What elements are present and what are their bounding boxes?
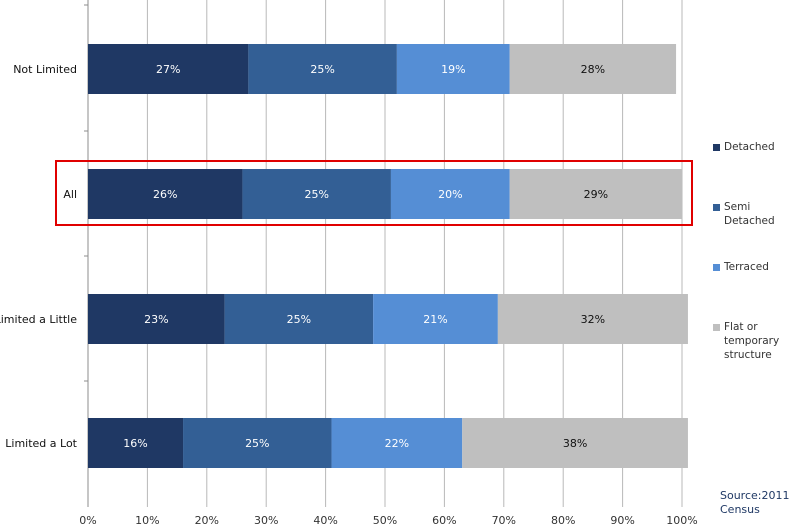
- bar-segment: [462, 418, 688, 468]
- bar-segment: [88, 169, 243, 219]
- x-axis-ticks: 0% 10% 20% 30% 40% 50% 60% 70% 80% 90% 100%: [79, 514, 697, 527]
- bar-segment: [331, 418, 463, 468]
- x-tick-label: 60%: [432, 514, 456, 527]
- legend-swatch: [713, 204, 720, 211]
- data-label: 21%: [423, 313, 447, 326]
- bar-segment: [390, 169, 510, 219]
- legend-label: Terraced: [724, 261, 769, 273]
- data-label: 32%: [581, 313, 605, 326]
- category-label: All: [63, 188, 77, 201]
- bars: 27% 25% 19% 28% 26% 25% 20% 29% 23% 25% 21% 32% 16% 2…: [88, 44, 688, 468]
- source-note: Source:2011 Census: [720, 489, 790, 517]
- bar-segment: [509, 44, 677, 94]
- data-label: 27%: [156, 63, 180, 76]
- data-label: 29%: [584, 188, 608, 201]
- data-label: 22%: [385, 437, 409, 450]
- data-label: 20%: [438, 188, 462, 201]
- x-tick-label: 20%: [195, 514, 219, 527]
- legend-item: Terraced: [713, 260, 802, 274]
- bar-segment: [396, 44, 510, 94]
- bar-segment: [509, 169, 682, 219]
- x-tick-label: 30%: [254, 514, 278, 527]
- x-tick-label: 10%: [135, 514, 159, 527]
- legend-label: Flat or temporary structure: [724, 321, 780, 361]
- bar-segment: [248, 44, 397, 94]
- data-label: 16%: [123, 437, 147, 450]
- legend-item: Semi Detached: [713, 200, 802, 228]
- x-tick-label: 100%: [666, 514, 697, 527]
- legend: Detached Semi Detached Terraced Flat or tem…: [713, 0, 809, 531]
- x-tick-label: 0%: [79, 514, 96, 527]
- source-text: Source:2011 Census: [720, 489, 790, 516]
- x-tick-label: 40%: [313, 514, 337, 527]
- data-label: 28%: [581, 63, 605, 76]
- data-label: 25%: [245, 437, 269, 450]
- data-label: 19%: [441, 63, 465, 76]
- bar-segment: [88, 44, 249, 94]
- legend-swatch: [713, 324, 720, 331]
- data-label: 26%: [153, 188, 177, 201]
- bar-segment: [224, 294, 374, 344]
- data-label: 25%: [304, 188, 328, 201]
- category-label: Not Limited: [13, 63, 77, 76]
- x-tick-label: 50%: [373, 514, 397, 527]
- bar-segment: [88, 418, 184, 468]
- bar-segment: [242, 169, 391, 219]
- data-label: 25%: [287, 313, 311, 326]
- bar-segment: [183, 418, 332, 468]
- x-tick-label: 70%: [492, 514, 516, 527]
- x-tick-label: 90%: [610, 514, 634, 527]
- data-label: 23%: [144, 313, 168, 326]
- data-label: 38%: [563, 437, 587, 450]
- x-tick-label: 80%: [551, 514, 575, 527]
- category-label: Limited a Little: [0, 313, 77, 326]
- y-axis-categories: Not Limited All Limited a Little Limited a …: [0, 63, 78, 450]
- bar-segment: [88, 294, 225, 344]
- bar-segment: [373, 294, 498, 344]
- category-label: Limited a Lot: [5, 437, 77, 450]
- legend-item: Detached: [713, 140, 802, 154]
- legend-item: Flat or temporary structure: [713, 320, 802, 362]
- legend-swatch: [713, 264, 720, 271]
- legend-swatch: [713, 144, 720, 151]
- bar-segment: [497, 294, 688, 344]
- legend-label: Semi Detached: [724, 201, 775, 227]
- data-label: 25%: [310, 63, 334, 76]
- legend-label: Detached: [724, 141, 775, 153]
- highlight-box: [55, 160, 693, 226]
